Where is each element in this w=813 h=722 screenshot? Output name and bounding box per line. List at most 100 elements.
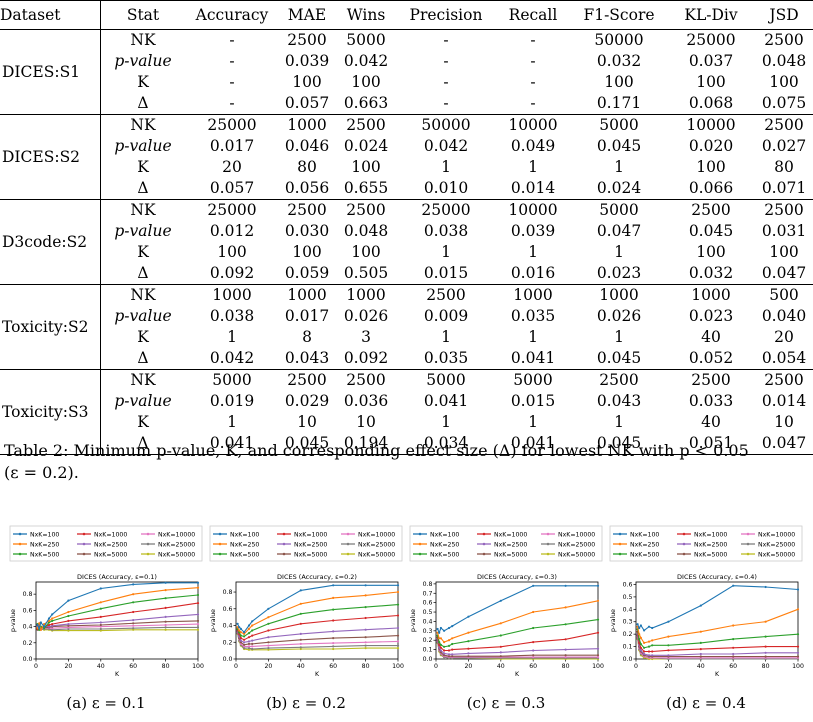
value-cell: 25000 <box>686 31 736 49</box>
legend-marker <box>146 532 150 536</box>
data-point <box>532 626 535 630</box>
chart-c: NxK=100 NxK=250 NxK=500 NxK=1000 NxK=2500 NxK… <box>409 525 604 678</box>
value-cell: 5000 <box>513 371 553 389</box>
data-point <box>447 653 451 656</box>
value-cell: 1 <box>528 243 538 261</box>
data-point <box>67 614 70 618</box>
data-point <box>164 615 167 618</box>
plot-area <box>35 581 199 660</box>
legend-label: NxK=100 <box>30 532 59 539</box>
data-point <box>643 646 646 649</box>
data-point <box>251 639 254 642</box>
data-point <box>132 628 135 631</box>
legend-label: NxK=5000 <box>494 552 527 559</box>
data-point <box>332 647 335 651</box>
data-point <box>164 620 167 623</box>
value-cell: 5000 <box>346 31 386 49</box>
value-cell: 0.041 <box>185 433 279 455</box>
legend-label: NxK=10000 <box>558 532 595 539</box>
value-cell: 25000 <box>207 201 257 219</box>
series-line <box>437 619 599 648</box>
data-point <box>451 625 454 628</box>
value-cell: 0.059 <box>279 263 335 285</box>
value-cell: 5000 <box>426 371 466 389</box>
data-point <box>247 624 251 627</box>
figure-c: NxK=100 NxK=250 NxK=500 NxK=1000 NxK=2500 NxK… <box>408 522 604 722</box>
value-cell: 0.075 <box>755 93 813 115</box>
value-cell: - <box>443 52 449 70</box>
data-point <box>267 641 270 644</box>
x-tick-label: 40 <box>497 663 505 670</box>
value-cell: 0.052 <box>667 348 755 370</box>
data-point <box>638 638 641 641</box>
data-point <box>251 620 254 623</box>
table-row: D3code:S2 NK 25000 2500 2500 25000 10000 5000 25… <box>0 199 813 285</box>
value-cell: 1000 <box>287 286 327 304</box>
data-point <box>499 651 502 654</box>
y-tick-label: 0.0 <box>223 656 233 663</box>
stat-cell: p-value <box>100 221 185 242</box>
table-row: p-value - 0.039 0.042 - - 0.032 0.037 0.048 <box>0 51 813 72</box>
y-tick-label: 0.2 <box>223 639 233 646</box>
value-cell: 0.035 <box>397 348 495 370</box>
value-cell: 0.041 <box>495 433 571 455</box>
value-cell: 2500 <box>764 371 804 389</box>
value-cell: 1 <box>227 413 237 431</box>
stat-cell: NK <box>100 199 185 221</box>
data-point <box>299 647 302 651</box>
legend-marker <box>546 532 550 536</box>
table-row: Δ 0.092 0.059 0.505 0.015 0.016 0.023 0.032 0.04… <box>0 263 813 285</box>
value-cell: 1 <box>441 413 451 431</box>
y-tick-label: 0.6 <box>23 607 33 614</box>
legend-label: NxK=500 <box>630 552 659 559</box>
column-header: Stat <box>100 0 185 30</box>
value-cell: 100 <box>696 73 726 91</box>
data-point <box>364 647 367 650</box>
value-cell: 1000 <box>346 286 386 304</box>
data-point <box>396 584 400 587</box>
data-point <box>299 642 302 645</box>
data-point <box>332 596 335 599</box>
legend-marker <box>146 542 150 546</box>
value-cell: 0.032 <box>596 52 642 70</box>
value-cell: 0.024 <box>343 137 389 155</box>
data-point <box>267 607 270 610</box>
legend-label: NxK=25000 <box>358 542 395 549</box>
data-point <box>596 599 600 602</box>
value-cell: 0.019 <box>209 392 255 410</box>
y-tick-label: 0.6 <box>623 581 633 588</box>
value-cell: 0.092 <box>185 263 279 285</box>
value-cell: 0.014 <box>495 178 571 200</box>
value-cell: 10000 <box>508 116 558 134</box>
data-point <box>443 645 446 648</box>
plot-area <box>235 581 399 660</box>
value-cell: 0.046 <box>284 137 330 155</box>
legend-label: NxK=250 <box>430 542 459 549</box>
figure-d: NxK=100 NxK=250 NxK=500 NxK=1000 NxK=2500 NxK… <box>608 522 804 722</box>
value-cell: - <box>495 93 571 115</box>
data-point <box>247 645 251 648</box>
data-point <box>764 635 767 638</box>
data-point <box>36 627 39 630</box>
table-row: Toxicity:S2 NK 1000 1000 1000 2500 1000 1000 100… <box>0 284 813 370</box>
data-point <box>596 647 600 650</box>
value-cell: 0.051 <box>667 433 755 455</box>
y-tick-label: 0.8 <box>23 591 33 598</box>
chart-title: DICES (Accuracy, ε=0.2) <box>277 573 357 581</box>
data-point <box>764 651 767 654</box>
data-point <box>99 627 102 631</box>
data-point <box>732 584 735 587</box>
x-axis-label: K <box>715 671 720 678</box>
data-point <box>299 622 302 625</box>
x-tick-label: 80 <box>362 663 370 670</box>
data-point <box>639 624 642 627</box>
stat-cell: Δ <box>100 178 185 200</box>
legend-marker <box>546 552 550 556</box>
value-cell: 0.066 <box>667 178 755 200</box>
value-cell: - <box>530 52 536 70</box>
data-point <box>436 627 439 631</box>
chart-b: NxK=100 NxK=250 NxK=500 NxK=1000 NxK=2500 NxK… <box>209 525 404 678</box>
data-point <box>638 626 641 630</box>
data-point <box>764 645 767 648</box>
value-cell: 0.092 <box>335 348 397 370</box>
